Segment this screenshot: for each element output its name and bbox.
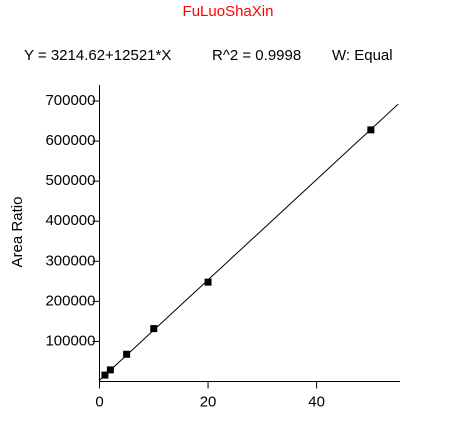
data-point xyxy=(123,350,131,358)
data-point xyxy=(106,366,114,374)
fit-line xyxy=(99,103,399,381)
y-tick-label: 600000 xyxy=(45,132,95,149)
y-tick-label: 500000 xyxy=(45,172,95,189)
chart-title: FuLuoShaXin xyxy=(183,3,274,20)
y-tick-label: 300000 xyxy=(45,252,95,269)
y-tick-label: 100000 xyxy=(45,332,95,349)
y-tick-label: 200000 xyxy=(45,292,95,309)
x-tick-label: 40 xyxy=(308,393,325,410)
y-tick-label: 700000 xyxy=(45,92,95,109)
data-point xyxy=(150,325,158,333)
data-point xyxy=(101,371,109,379)
equation: Y = 3214.62+12521*X xyxy=(24,47,171,64)
y-tick-label: 400000 xyxy=(45,212,95,229)
data-point xyxy=(204,278,212,286)
data-point xyxy=(367,126,375,134)
x-tick-label: 20 xyxy=(200,393,217,410)
r-squared: R^2 = 0.9998 xyxy=(212,47,301,64)
weighting: W: Equal xyxy=(332,47,393,64)
x-tick-label: 0 xyxy=(95,393,103,410)
y-axis-label: Area Ratio xyxy=(9,197,26,268)
